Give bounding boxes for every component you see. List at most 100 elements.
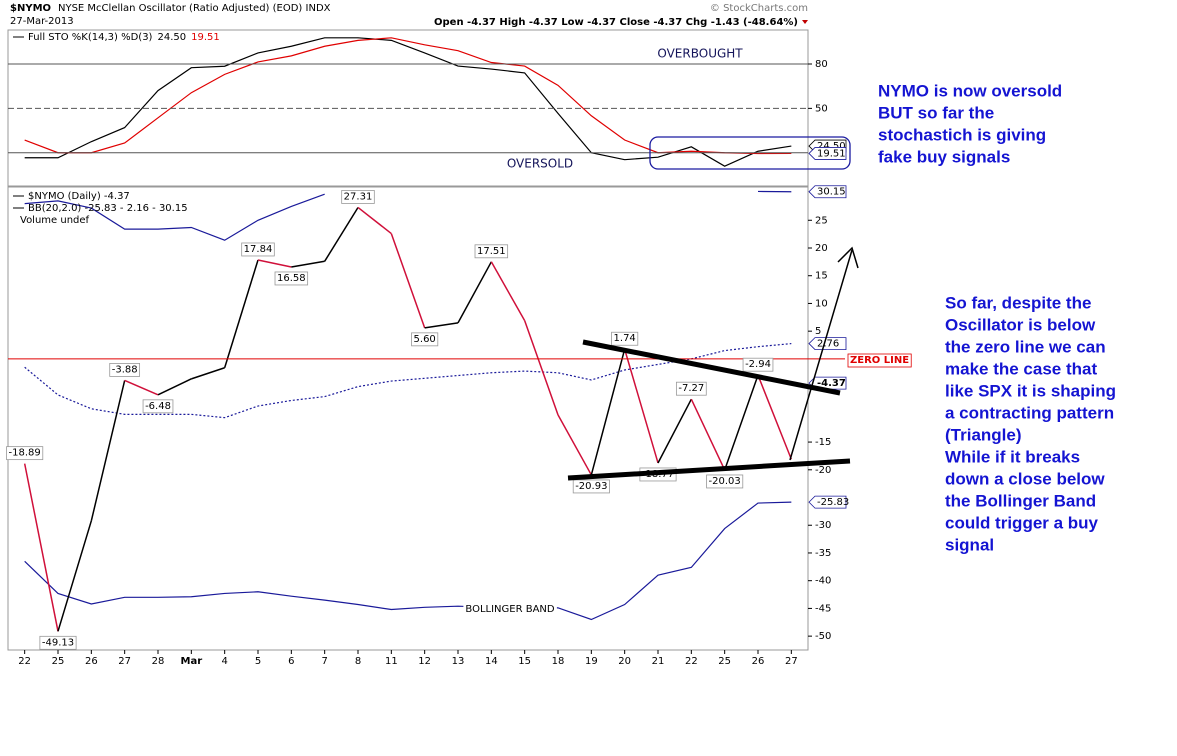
label-box <box>411 332 439 347</box>
x-tick-label: 5 <box>255 656 261 667</box>
note-line: BUT so far the <box>878 103 994 122</box>
line-segment <box>690 398 726 471</box>
y-tick-label: -50 <box>815 631 831 642</box>
trend-line <box>582 339 841 396</box>
line-segment <box>723 374 759 471</box>
quote: Open -4.37 High -4.37 Low -4.37 Close -4… <box>434 17 798 28</box>
y-tick-label: 80 <box>815 59 828 70</box>
label-box <box>611 331 639 346</box>
label-box <box>142 399 174 414</box>
value-tag-label: 2.76 <box>817 339 839 350</box>
note-line: signal <box>945 535 994 554</box>
line-segment <box>457 261 492 324</box>
line-segment <box>657 398 692 464</box>
line-segment <box>523 320 559 416</box>
label-box <box>109 363 141 377</box>
note-line: could trigger a buy <box>945 513 1099 532</box>
label-box <box>742 357 774 372</box>
plot-area <box>23 190 793 632</box>
value-tag-label: 24.50 <box>817 141 846 152</box>
x-tick-label: 12 <box>418 656 431 667</box>
series-line <box>24 501 792 621</box>
y-tick-label: -45 <box>815 603 831 614</box>
series-line <box>24 190 792 241</box>
label-box <box>241 242 275 257</box>
note-line: Oscillator is below <box>945 315 1096 334</box>
line-segment <box>557 414 592 476</box>
data-label: 16.58 <box>277 273 306 284</box>
x-tick-label: 26 <box>752 656 765 667</box>
line-segment <box>257 259 292 268</box>
data-label: -18.89 <box>9 448 41 459</box>
x-tick-label: 11 <box>385 656 398 667</box>
credit: © StockCharts.com <box>710 3 808 14</box>
series-line <box>24 342 792 419</box>
x-tick-label: 27 <box>118 656 131 667</box>
label-box <box>706 474 744 489</box>
y-tick-label: 10 <box>815 298 828 309</box>
reference-label: ZERO LINE <box>850 355 909 366</box>
value-tag <box>808 185 847 199</box>
note-line: like SPX it is shaping <box>945 381 1116 400</box>
x-tick-label: 6 <box>288 656 294 667</box>
data-label: 27.31 <box>344 191 373 202</box>
label-box <box>463 603 557 616</box>
note-line: the Bollinger Band <box>945 491 1096 510</box>
line-segment <box>291 260 325 268</box>
legend-entry: Volume undef <box>20 215 90 226</box>
line-segment <box>57 520 93 632</box>
legend-value: 24.50 <box>157 32 186 43</box>
note-line: stochastich is giving <box>878 125 1046 144</box>
x-tick-label: 18 <box>552 656 565 667</box>
x-tick-label: Mar <box>181 656 203 667</box>
x-tick-label: 4 <box>221 656 227 667</box>
data-label: 5.60 <box>414 334 436 345</box>
x-tick-label: 21 <box>652 656 665 667</box>
reference-label: OVERBOUGHT <box>657 47 743 61</box>
y-tick-label: -30 <box>815 520 831 531</box>
label-box <box>474 244 509 259</box>
label-box <box>847 353 912 368</box>
line-segment <box>390 233 426 329</box>
line-segment <box>90 380 126 521</box>
data-label: -3.88 <box>112 364 138 375</box>
data-label: -20.03 <box>709 476 741 487</box>
x-tick-label: 15 <box>518 656 531 667</box>
line-segment <box>357 206 392 235</box>
legend-entry: Full STO %K(14,3) %D(3) 24.50 19.51 <box>28 32 220 43</box>
legend-label: Full STO %K(14,3) %D(3) <box>28 32 153 43</box>
series-line <box>24 37 792 167</box>
line-segment <box>757 374 793 460</box>
y-tick-label: -20 <box>815 465 831 476</box>
line-segment <box>424 322 459 329</box>
line-segment <box>223 259 259 368</box>
label-box <box>6 446 44 461</box>
panel-frame <box>7 186 809 651</box>
x-tick-label: 27 <box>785 656 798 667</box>
arrow <box>789 249 853 461</box>
x-tick-label: 22 <box>18 656 31 667</box>
note-line: fake buy signals <box>878 147 1010 166</box>
y-tick-label: -35 <box>815 548 831 559</box>
value-tag <box>808 495 847 509</box>
data-label: -6.48 <box>145 401 171 412</box>
note-line: a contracting pattern <box>945 403 1114 422</box>
line-segment <box>157 378 192 396</box>
data-label: -49.13 <box>42 637 74 648</box>
value-tag-label: -25.83 <box>817 497 849 508</box>
trend-line <box>567 458 851 481</box>
data-label: 17.51 <box>477 246 506 257</box>
data-label: 17.84 <box>244 244 273 255</box>
value-tag-label: 30.15 <box>817 187 846 198</box>
y-tick-label: 25 <box>815 215 828 226</box>
label-box <box>341 190 375 204</box>
hand-drawn-annotations <box>567 136 859 481</box>
value-tag-label: -4.37 <box>817 378 846 389</box>
data-label: -2.94 <box>745 359 771 370</box>
legend-entry: BB(20,2.0) -25.83 - 2.16 - 30.15 <box>28 203 188 214</box>
y-tick-label: 20 <box>815 243 828 254</box>
x-tick-label: 19 <box>585 656 598 667</box>
line-segment <box>623 349 659 464</box>
